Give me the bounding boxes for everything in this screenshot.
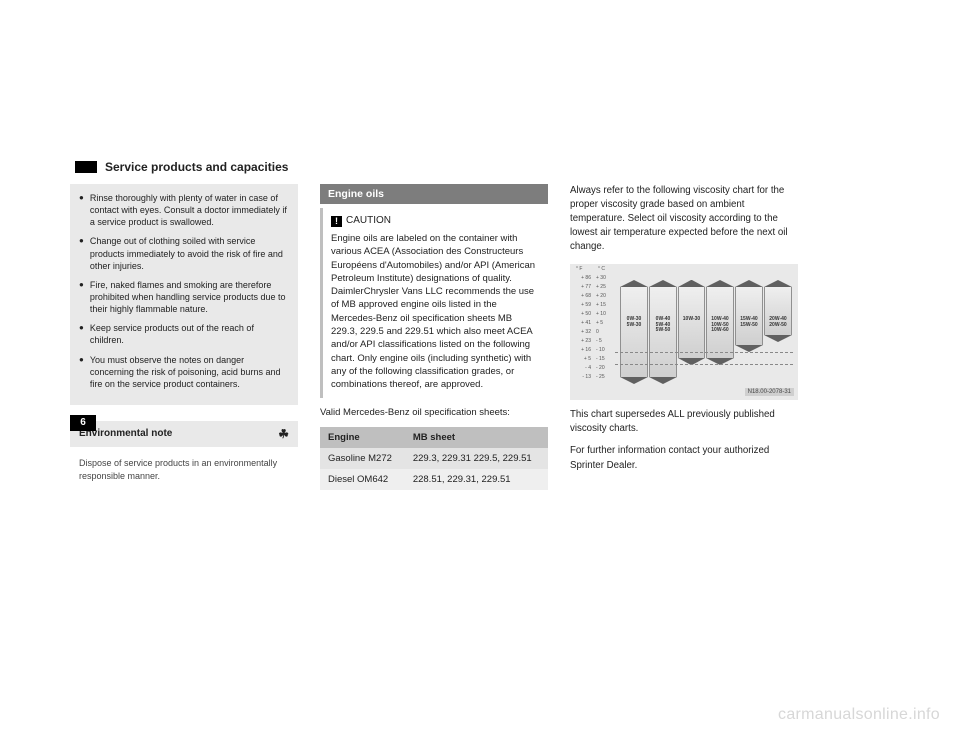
dash-line-2 bbox=[615, 364, 793, 365]
band-bottom-arrow bbox=[620, 377, 648, 384]
right-column: Always refer to the following viscosity … bbox=[570, 184, 798, 490]
supersede-text: This chart supersedes ALL previously pub… bbox=[570, 408, 798, 436]
band-bottom-arrow bbox=[649, 377, 677, 384]
band-bottom-arrow bbox=[735, 345, 763, 352]
band-label: 15W-40 15W-50 bbox=[735, 287, 763, 345]
band-top-arrow bbox=[649, 280, 677, 287]
band-label: 20W-40 20W-50 bbox=[764, 287, 792, 335]
table-cell: 228.51, 229.31, 229.51 bbox=[405, 469, 548, 490]
exclamation-icon: ! bbox=[331, 216, 342, 227]
f-tick: - 13 bbox=[575, 375, 591, 384]
bullet-icon: ● bbox=[79, 280, 84, 315]
bullet-icon: ● bbox=[79, 193, 84, 228]
band-label: 10W-30 bbox=[678, 287, 705, 358]
caution-body: Engine oils are labeled on the container… bbox=[331, 232, 540, 392]
band-bottom-arrow bbox=[764, 335, 792, 342]
further-info: For further information contact your aut… bbox=[570, 444, 798, 472]
c-tick: - 25 bbox=[596, 375, 614, 384]
band-top-arrow bbox=[764, 280, 792, 287]
table-row: Diesel OM642228.51, 229.31, 229.51 bbox=[320, 469, 548, 490]
viscosity-band: 15W-40 15W-50 bbox=[735, 280, 763, 352]
warning-item: ●Fire, naked flames and smoking are ther… bbox=[79, 279, 289, 315]
viscosity-chart: ° F ° C + 86+ 77+ 68+ 59+ 50+ 41+ 32+ 23… bbox=[570, 264, 798, 400]
section-marker bbox=[75, 161, 97, 173]
warning-text: Change out of clothing soiled with servi… bbox=[90, 235, 289, 271]
axis-f: + 86+ 77+ 68+ 59+ 50+ 41+ 32+ 23+ 16+ 5-… bbox=[575, 276, 591, 380]
chart-code: N18.00-2078-31 bbox=[745, 388, 794, 396]
table-header: MB sheet bbox=[405, 427, 548, 448]
warning-item: ●Rinse thoroughly with plenty of water i… bbox=[79, 192, 289, 228]
table-header: Engine bbox=[320, 427, 405, 448]
section-header: Service products and capacities bbox=[75, 160, 288, 174]
page-root: Service products and capacities 6 ●Rinse… bbox=[0, 0, 960, 530]
env-note-header: Environmental note ☘ bbox=[70, 421, 298, 447]
warning-item: ●You must observe the notes on danger co… bbox=[79, 354, 289, 390]
table-cell: 229.3, 229.31 229.5, 229.51 bbox=[405, 448, 548, 469]
valid-sheets-intro: Valid Mercedes-Benz oil specification sh… bbox=[320, 406, 548, 419]
warning-text: Fire, naked flames and smoking are there… bbox=[90, 279, 289, 315]
table-cell: Gasoline M272 bbox=[320, 448, 405, 469]
bullet-icon: ● bbox=[79, 355, 84, 390]
warning-item: ●Change out of clothing soiled with serv… bbox=[79, 235, 289, 271]
bullet-icon: ● bbox=[79, 236, 84, 271]
dash-line-1 bbox=[615, 352, 793, 353]
caution-label: CAUTION bbox=[346, 214, 391, 228]
caution-box: ! CAUTION Engine oils are labeled on the… bbox=[320, 208, 548, 398]
middle-column: Engine oils ! CAUTION Engine oils are la… bbox=[320, 184, 548, 490]
leaf-icon: ☘ bbox=[278, 427, 289, 441]
warning-text: Keep service products out of the reach o… bbox=[90, 322, 289, 346]
c-label: ° C bbox=[598, 266, 605, 272]
band-top-arrow bbox=[706, 280, 734, 287]
band-top-arrow bbox=[620, 280, 648, 287]
watermark: carmanualsonline.info bbox=[778, 706, 940, 724]
table-cell: Diesel OM642 bbox=[320, 469, 405, 490]
warnings-box: ●Rinse thoroughly with plenty of water i… bbox=[70, 184, 298, 405]
warning-text: Rinse thoroughly with plenty of water in… bbox=[90, 192, 289, 228]
table-row: Gasoline M272229.3, 229.31 229.5, 229.51 bbox=[320, 448, 548, 469]
band-top-arrow bbox=[678, 280, 705, 287]
band-top-arrow bbox=[735, 280, 763, 287]
f-label: ° F bbox=[576, 266, 582, 272]
band-label: 10W-40 10W-50 10W-60 bbox=[706, 287, 734, 358]
chapter-tab: 6 bbox=[70, 415, 96, 431]
mb-sheet-table: EngineMB sheet Gasoline M272229.3, 229.3… bbox=[320, 427, 548, 490]
viscosity-band: 20W-40 20W-50 bbox=[764, 280, 792, 342]
caution-label-row: ! CAUTION bbox=[331, 214, 540, 228]
left-column: ●Rinse thoroughly with plenty of water i… bbox=[70, 184, 298, 490]
viscosity-band: 0W-30 5W-30 bbox=[620, 280, 648, 384]
engine-oils-header: Engine oils bbox=[320, 184, 548, 204]
warning-item: ● Keep service products out of the reach … bbox=[79, 322, 289, 346]
env-body: Dispose of service products in an enviro… bbox=[79, 457, 289, 482]
viscosity-band: 0W-40 5W-40 5W-50 bbox=[649, 280, 677, 384]
section-title: Service products and capacities bbox=[105, 160, 288, 174]
axis-c: + 30+ 25+ 20+ 15+ 10+ 50- 5- 10- 15- 20-… bbox=[596, 276, 614, 380]
viscosity-para: Always refer to the following viscosity … bbox=[570, 184, 798, 254]
warning-text: You must observe the notes on danger con… bbox=[90, 354, 289, 390]
bullet-icon: ● bbox=[79, 323, 84, 346]
